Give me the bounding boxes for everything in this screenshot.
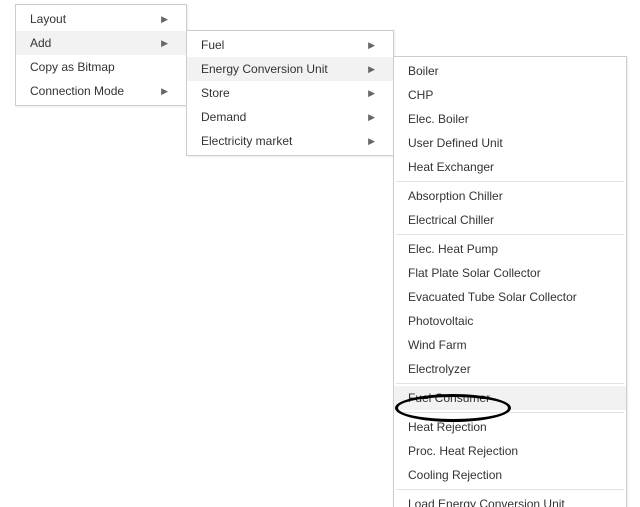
menu-item-label: Demand [201, 110, 246, 124]
menu-item-label: Heat Rejection [408, 420, 487, 434]
chevron-right-icon: ▶ [368, 137, 375, 146]
menu-item-label: Proc. Heat Rejection [408, 444, 518, 458]
menu-item-label: Connection Mode [30, 84, 124, 98]
menu-item-cooling-rejection[interactable]: Cooling Rejection [394, 463, 626, 487]
menu-item-label: Boiler [408, 64, 439, 78]
menu-item-connection-mode[interactable]: Connection Mode ▶ [16, 79, 186, 103]
menu-item-wind-farm[interactable]: Wind Farm [394, 333, 626, 357]
menu-item-label: Evacuated Tube Solar Collector [408, 290, 577, 304]
menu-item-label: Electricity market [201, 134, 292, 148]
menu-separator [396, 489, 624, 490]
menu-item-label: Elec. Heat Pump [408, 242, 498, 256]
menu-item-label: Layout [30, 12, 66, 26]
chevron-right-icon: ▶ [368, 89, 375, 98]
menu-item-layout[interactable]: Layout ▶ [16, 7, 186, 31]
menu-item-label: Load Energy Conversion Unit [408, 497, 565, 507]
menu-item-label: Cooling Rejection [408, 468, 502, 482]
menu-item-label: Copy as Bitmap [30, 60, 115, 74]
chevron-right-icon: ▶ [161, 15, 168, 24]
menu-separator [396, 412, 624, 413]
menu-item-add[interactable]: Add ▶ [16, 31, 186, 55]
menu-item-user-defined-unit[interactable]: User Defined Unit [394, 131, 626, 155]
menu-separator [396, 234, 624, 235]
menu-item-heat-rejection[interactable]: Heat Rejection [394, 415, 626, 439]
menu-item-energy-conversion-unit[interactable]: Energy Conversion Unit ▶ [187, 57, 393, 81]
menu-item-evacuated-tube-solar-collector[interactable]: Evacuated Tube Solar Collector [394, 285, 626, 309]
menu-item-label: Photovoltaic [408, 314, 473, 328]
chevron-right-icon: ▶ [368, 113, 375, 122]
menu-item-label: Elec. Boiler [408, 112, 469, 126]
menu-item-elec-heat-pump[interactable]: Elec. Heat Pump [394, 237, 626, 261]
chevron-right-icon: ▶ [368, 41, 375, 50]
menu-item-label: Fuel [201, 38, 224, 52]
chevron-right-icon: ▶ [161, 87, 168, 96]
menu-item-label: Heat Exchanger [408, 160, 494, 174]
menu-item-proc-heat-rejection[interactable]: Proc. Heat Rejection [394, 439, 626, 463]
menu-separator [396, 181, 624, 182]
menu-item-load-energy-conversion-unit[interactable]: Load Energy Conversion Unit [394, 492, 626, 507]
menu-item-label: Electrolyzer [408, 362, 471, 376]
menu-item-label: Absorption Chiller [408, 189, 503, 203]
menu-item-heat-exchanger[interactable]: Heat Exchanger [394, 155, 626, 179]
menu-item-label: Fuel Consumer [408, 391, 490, 405]
menu-item-demand[interactable]: Demand ▶ [187, 105, 393, 129]
menu-item-label: CHP [408, 88, 433, 102]
context-menu-level-3: Boiler CHP Elec. Boiler User Defined Unit He… [393, 56, 627, 507]
menu-item-fuel-consumer[interactable]: Fuel Consumer [394, 386, 626, 410]
menu-item-label: Flat Plate Solar Collector [408, 266, 541, 280]
context-menu-level-2: Fuel▶Energy Conversion Unit▶Store▶Demand… [186, 30, 394, 156]
menu-item-boiler[interactable]: Boiler [394, 59, 626, 83]
menu-item-label: Add [30, 36, 51, 50]
menu-separator [396, 383, 624, 384]
chevron-right-icon: ▶ [161, 39, 168, 48]
menu-item-photovoltaic[interactable]: Photovoltaic [394, 309, 626, 333]
menu-item-store[interactable]: Store ▶ [187, 81, 393, 105]
menu-item-elec-boiler[interactable]: Elec. Boiler [394, 107, 626, 131]
menu-item-label: Wind Farm [408, 338, 467, 352]
menu-item-electricity-market[interactable]: Electricity market ▶ [187, 129, 393, 153]
menu-item-label: User Defined Unit [408, 136, 503, 150]
menu-item-fuel[interactable]: Fuel ▶ [187, 33, 393, 57]
chevron-right-icon: ▶ [368, 65, 375, 74]
context-menu-level-1: Layout ▶ Add ▶ Copy as Bitmap Connection Mode… [15, 4, 187, 106]
menu-item-chp[interactable]: CHP [394, 83, 626, 107]
menu-item-flat-plate-solar-collector[interactable]: Flat Plate Solar Collector [394, 261, 626, 285]
menu-item-label: Store [201, 86, 230, 100]
menu-item-label: Energy Conversion Unit [201, 62, 328, 76]
menu-item-electrical-chiller[interactable]: Electrical Chiller [394, 208, 626, 232]
menu-item-absorption-chiller[interactable]: Absorption Chiller [394, 184, 626, 208]
menu-item-electrolyzer[interactable]: Electrolyzer [394, 357, 626, 381]
menu-item-label: Electrical Chiller [408, 213, 494, 227]
menu-item-copy-as-bitmap[interactable]: Copy as Bitmap [16, 55, 186, 79]
